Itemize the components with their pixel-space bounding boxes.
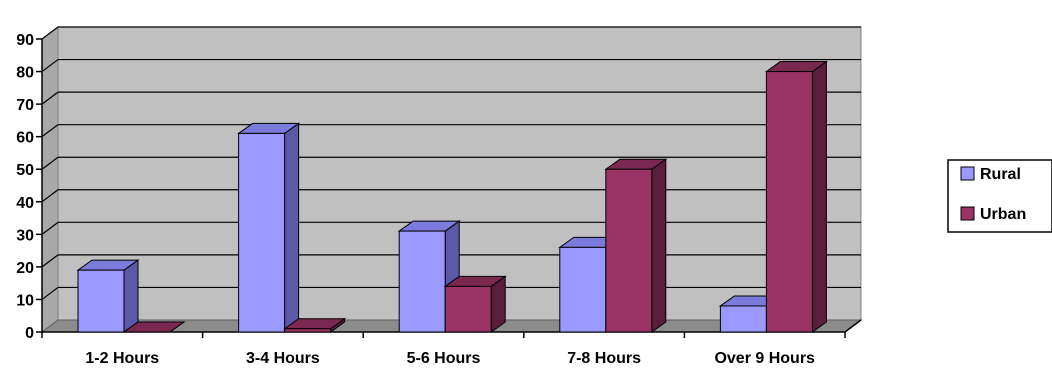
gridline-side <box>41 286 59 300</box>
bar-top <box>122 321 186 333</box>
bar-side <box>123 259 139 333</box>
gridline-side <box>41 189 59 203</box>
bar-front <box>444 285 492 333</box>
y-tick-label: 20 <box>16 260 34 277</box>
y-tick-label: 60 <box>16 130 34 147</box>
bar-front <box>398 230 446 333</box>
bar-urban-4 <box>764 60 828 333</box>
y-tick-label: 40 <box>16 195 34 212</box>
bar-rural-0 <box>76 259 140 333</box>
bar-front <box>77 269 125 333</box>
bar-front <box>719 305 767 333</box>
bar-front <box>765 71 813 333</box>
y-axis-tick-labels: 0 10 20 30 40 50 60 70 80 90 <box>16 32 34 342</box>
x-category-label: 1-2 Hours <box>85 350 159 367</box>
gridline-side <box>41 59 59 73</box>
x-category-label: 5-6 Hours <box>407 350 481 367</box>
gridline-side <box>41 254 59 268</box>
bar-urban-2 <box>443 275 507 333</box>
bar-side <box>651 158 667 333</box>
x-axis-category-labels: 1-2 Hours 3-4 Hours 5-6 Hours 7-8 Hours Over… <box>85 350 815 367</box>
y-tick-label: 0 <box>25 325 34 342</box>
bar-front <box>559 246 607 333</box>
y-tick-label: 10 <box>16 292 34 309</box>
y-tick-label: 50 <box>16 162 34 179</box>
legend-label-rural: Rural <box>980 166 1021 183</box>
bar-front <box>284 328 332 333</box>
bar-side <box>284 122 300 333</box>
gridline-side <box>41 91 59 105</box>
x-category-label: 7-8 Hours <box>567 350 641 367</box>
y-tick-label: 30 <box>16 227 34 244</box>
gridline-side <box>41 221 59 235</box>
bars <box>76 60 828 333</box>
y-tick-label: 80 <box>16 65 34 82</box>
legend: Rural Urban <box>947 159 1052 233</box>
bar-urban-1 <box>283 317 347 333</box>
gridline-side <box>41 156 59 170</box>
bar-urban-0 <box>122 321 186 333</box>
gridline-side <box>41 26 59 40</box>
y-tick-label: 90 <box>16 32 34 49</box>
bar-rural-1 <box>237 122 301 333</box>
bar-side <box>811 60 827 333</box>
side-wall <box>41 26 59 333</box>
legend-label-urban: Urban <box>980 206 1026 223</box>
x-axis-depth-edge <box>844 319 862 333</box>
bar-urban-3 <box>604 158 668 333</box>
legend-swatch-rural <box>960 166 975 181</box>
gridline-side <box>41 124 59 138</box>
y-tick-label: 70 <box>16 97 34 114</box>
bar-front <box>238 132 286 333</box>
legend-swatch-urban <box>960 206 975 221</box>
x-category-label: 3-4 Hours <box>246 350 320 367</box>
x-category-label: Over 9 Hours <box>714 350 815 367</box>
bar-front <box>605 168 653 333</box>
